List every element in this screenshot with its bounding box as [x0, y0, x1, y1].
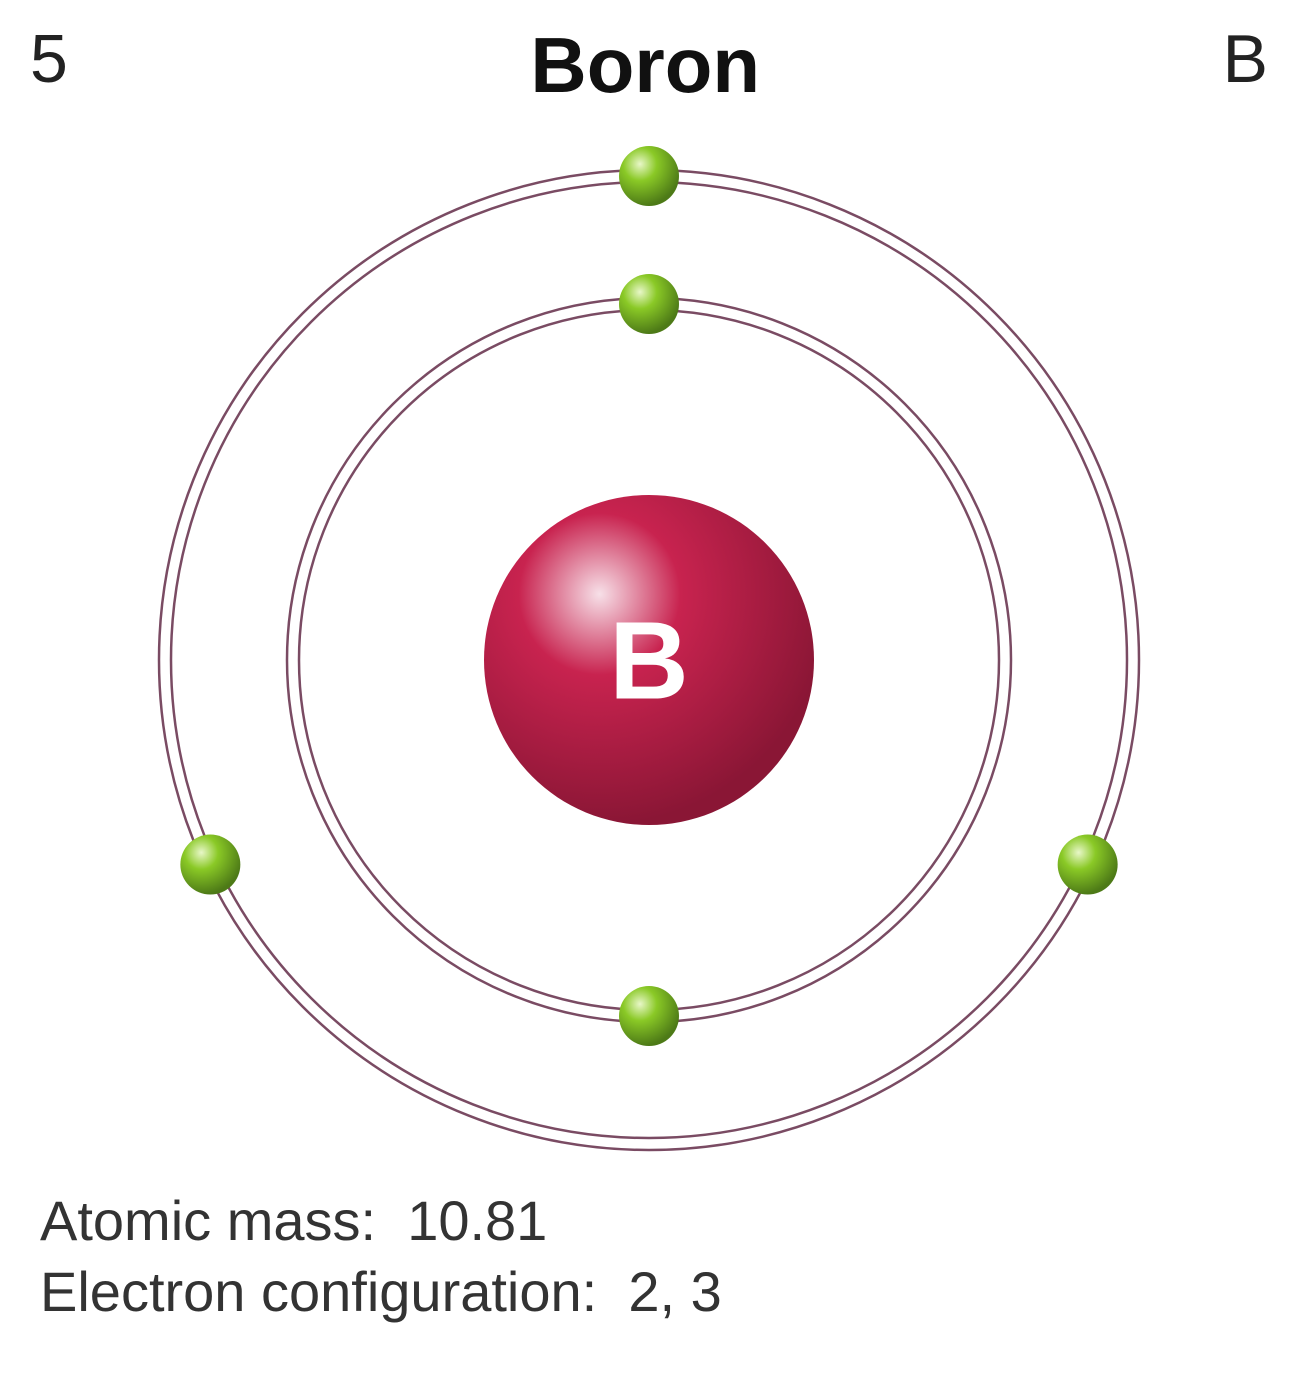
electron-s0-0	[619, 274, 679, 334]
electron-config-value: 2, 3	[628, 1260, 721, 1323]
atomic-number: 5	[30, 20, 68, 98]
element-name: Boron	[530, 20, 760, 111]
electron-config-label: Electron configuration:	[40, 1260, 597, 1323]
header: 5 Boron B	[0, 20, 1298, 111]
footer-info: Atomic mass: 10.81 Electron configuratio…	[40, 1182, 722, 1330]
atomic-mass-label: Atomic mass:	[40, 1189, 376, 1252]
electron-s1-0	[619, 146, 679, 206]
electron-s0-1	[619, 986, 679, 1046]
atom-diagram: B	[119, 130, 1179, 1190]
nucleus-label: B	[609, 600, 688, 723]
electron-s1-2	[1058, 835, 1118, 895]
electron-s1-1	[180, 835, 240, 895]
electron-config-line: Electron configuration: 2, 3	[40, 1259, 722, 1324]
atomic-mass-value: 10.81	[407, 1189, 547, 1252]
atomic-mass-line: Atomic mass: 10.81	[40, 1188, 722, 1253]
element-symbol-top: B	[1223, 20, 1268, 98]
